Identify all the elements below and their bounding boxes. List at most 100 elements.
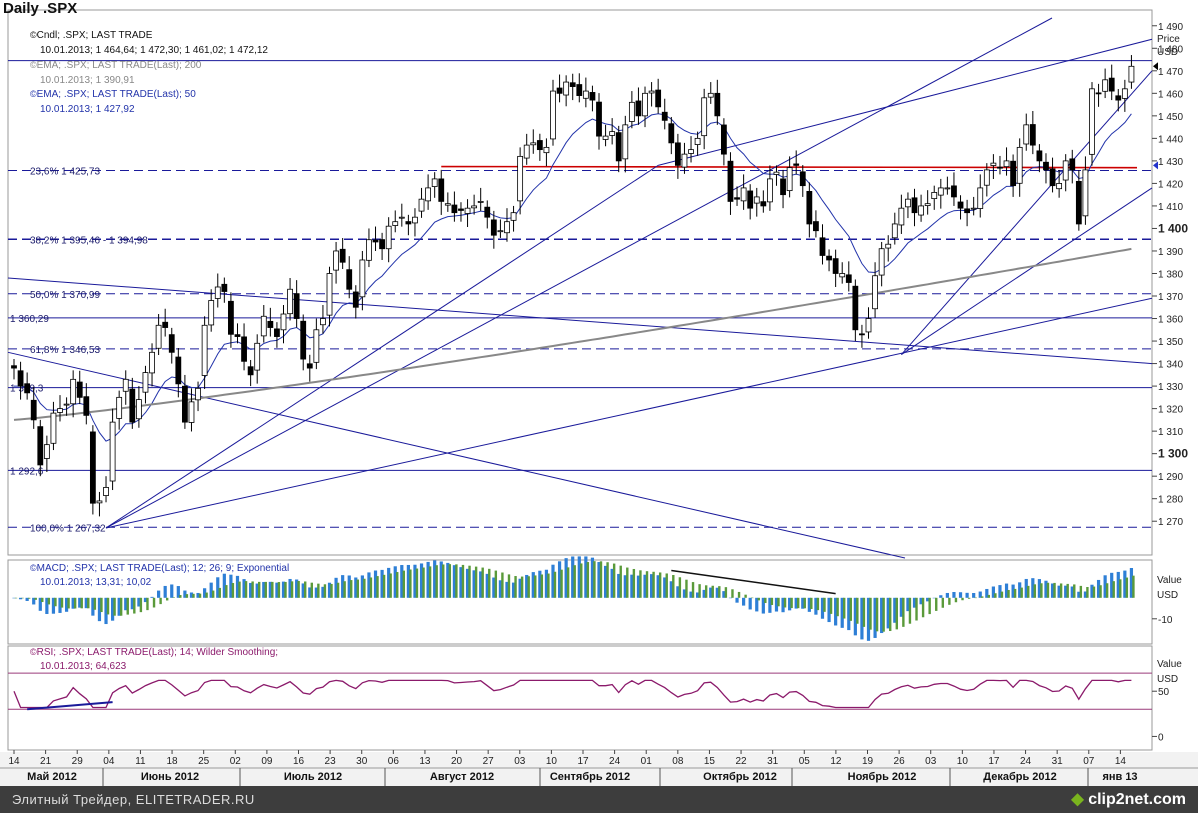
candle-body — [1075, 180, 1082, 225]
candle-body — [727, 160, 734, 202]
macd-signal-bar — [146, 597, 149, 611]
candle-body — [260, 315, 267, 337]
macd-signal-bar — [428, 566, 432, 598]
macd-bar — [945, 592, 949, 598]
macd-bar — [623, 575, 627, 598]
macd-bar — [32, 597, 36, 605]
legend-macd-values: 10.01.2013; 13,31; 10,02 — [40, 577, 152, 588]
candle-body — [609, 131, 616, 136]
macd-bar — [827, 597, 831, 623]
macd-signal-bar — [1013, 588, 1017, 598]
x-day-label: 19 — [862, 756, 874, 767]
macd-bar — [222, 573, 226, 598]
macd-bar — [130, 597, 134, 610]
candle-body — [313, 329, 320, 363]
candle-body — [760, 201, 767, 207]
macd-bar — [571, 556, 575, 598]
macd-signal-bar — [1073, 584, 1076, 598]
macd-bar — [1050, 583, 1055, 598]
macd-bar — [426, 561, 430, 598]
candle-body — [63, 403, 70, 406]
macd-signal-bar — [632, 568, 636, 598]
candle-body — [306, 363, 313, 369]
macd-signal-bar — [21, 597, 24, 599]
x-day-label: 02 — [230, 756, 242, 767]
macd-signal-bar — [902, 597, 905, 627]
macd-signal-bar — [455, 564, 458, 598]
macd-bar — [1037, 579, 1042, 598]
candle-body — [352, 291, 359, 308]
fib-level-label: 23,6% 1 425,73 — [30, 167, 100, 178]
candle-body — [116, 396, 123, 419]
macd-signal-bar — [1112, 581, 1115, 598]
macd-signal-bar — [698, 584, 701, 598]
macd-signal-bar — [645, 571, 649, 598]
x-day-label: 24 — [1020, 756, 1032, 767]
candle-body — [195, 387, 201, 401]
macd-bar — [110, 597, 115, 621]
candle-body — [43, 444, 50, 459]
candle-body — [497, 230, 504, 233]
macd-bar — [544, 569, 549, 598]
macd-signal-bar — [783, 597, 787, 608]
candle-body — [832, 258, 839, 274]
candle-body — [300, 320, 307, 360]
macd-bar — [742, 597, 746, 606]
candle-body — [155, 324, 162, 349]
macd-signal-bar — [744, 594, 747, 598]
macd-signal-bar — [47, 597, 51, 605]
macd-signal-bar — [165, 597, 169, 601]
macd-bar — [919, 597, 923, 605]
macd-bar — [1090, 584, 1094, 598]
candle-body — [852, 285, 859, 331]
candle-body — [135, 399, 142, 420]
macd-bar — [38, 597, 42, 611]
candle-body — [806, 191, 813, 225]
macd-signal-bar — [435, 565, 438, 598]
candle-body — [530, 142, 537, 146]
candle-body — [1108, 77, 1115, 92]
macd-signal-bar — [67, 597, 70, 609]
candle-body — [1016, 146, 1023, 184]
x-day-label: 09 — [261, 756, 273, 767]
candle-body — [931, 192, 938, 200]
x-day-label: 31 — [767, 756, 779, 767]
macd-signal-bar — [100, 597, 103, 613]
chart-canvas[interactable]: 1 270 1 280 1 290 1 300 1 310 1 320 1 330 1 340… — [0, 0, 1198, 786]
trend-line — [105, 164, 659, 529]
candle-body — [694, 137, 701, 145]
x-month-label: Октябрь 2012 — [703, 771, 777, 783]
macd-bar — [1103, 575, 1107, 598]
candle-body — [661, 111, 668, 121]
candle-body — [813, 221, 819, 232]
price-tick-label: 1 420 — [1158, 179, 1183, 190]
macd-signal-bar — [849, 597, 852, 621]
x-month-label: Декабрь 2012 — [983, 771, 1057, 783]
macd-bar — [189, 592, 194, 598]
macd-signal-bar — [1125, 577, 1129, 598]
legend-ema50-values: 10.01.2013; 1 427,92 — [40, 104, 135, 115]
macd-bar — [564, 558, 568, 598]
candle-body — [780, 178, 786, 196]
footer-logo-text: clip2net.com — [1088, 791, 1186, 808]
macd-signal-bar — [172, 597, 175, 598]
candle-body — [17, 370, 24, 387]
macd-bar — [229, 574, 233, 598]
macd-bar — [472, 570, 476, 598]
candle-body — [826, 255, 832, 261]
macd-signal-bar — [724, 587, 728, 598]
candle-body — [944, 187, 951, 190]
candle-body — [937, 187, 944, 196]
candle-body — [523, 144, 530, 159]
legend-ema200: ©EMA; .SPX; LAST TRADE(Last); 200 — [30, 60, 201, 71]
candle-body — [1095, 92, 1102, 95]
x-month-label: Май 2012 — [27, 771, 77, 783]
macd-signal-bar — [494, 570, 498, 598]
candle-body — [50, 412, 57, 444]
macd-bar — [262, 581, 266, 598]
macd-signal-bar — [396, 572, 399, 598]
last-price-marker — [1153, 62, 1158, 71]
candle-body — [1062, 160, 1069, 181]
candle-body — [339, 248, 346, 263]
macd-bar — [281, 581, 286, 598]
